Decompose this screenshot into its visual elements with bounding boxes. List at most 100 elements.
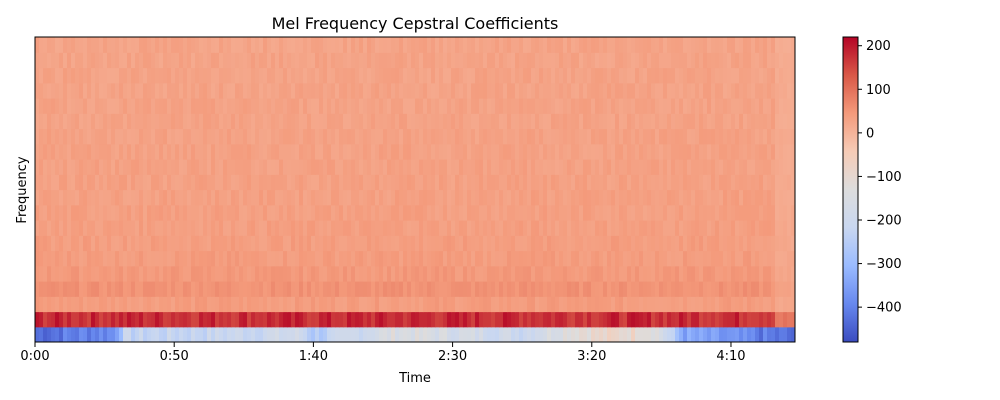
heatmap-cell [75, 235, 80, 252]
heatmap-cell [167, 82, 172, 99]
heatmap-cell [451, 143, 456, 160]
heatmap-cell [303, 265, 308, 282]
heatmap-cell [563, 189, 568, 206]
heatmap-cell [695, 265, 700, 282]
heatmap-cell [523, 235, 528, 252]
heatmap-cell [791, 326, 795, 342]
heatmap-cell [287, 311, 292, 328]
heatmap-cell [615, 220, 620, 236]
heatmap-cell [259, 174, 264, 191]
heatmap-cell [111, 220, 116, 236]
heatmap-cell [515, 235, 520, 252]
heatmap-cell [91, 220, 96, 236]
heatmap-cell [51, 113, 56, 130]
heatmap-cell [495, 174, 500, 191]
heatmap-cell [247, 98, 252, 114]
heatmap-cell [755, 174, 760, 191]
heatmap-cell [355, 204, 360, 221]
heatmap-cell [383, 204, 388, 221]
heatmap-cell [171, 159, 176, 175]
heatmap-cell [291, 52, 296, 69]
heatmap-cell [583, 189, 588, 206]
heatmap-cell [151, 311, 156, 328]
heatmap-cell [407, 220, 412, 236]
heatmap-cell [411, 189, 416, 206]
heatmap-cell [647, 296, 652, 313]
heatmap-cell [743, 296, 748, 313]
heatmap-cell [747, 52, 752, 69]
heatmap-cell [39, 204, 44, 221]
heatmap-cell [83, 250, 88, 267]
heatmap-cell [467, 265, 472, 282]
heatmap-cell [243, 37, 248, 53]
heatmap-cell [87, 82, 92, 99]
heatmap-cell [491, 311, 496, 328]
heatmap-cell [219, 113, 224, 130]
heatmap-cell [415, 220, 420, 236]
heatmap-cell [395, 98, 400, 114]
heatmap-cell [775, 281, 780, 297]
heatmap-cell [163, 235, 168, 252]
heatmap-cell [167, 281, 172, 297]
heatmap-cell [607, 82, 612, 99]
heatmap-cell [371, 281, 376, 297]
heatmap-cell [387, 113, 392, 130]
heatmap-cell [443, 265, 448, 282]
heatmap-cell [375, 174, 380, 191]
heatmap-cell [239, 82, 244, 99]
heatmap-cell [379, 204, 384, 221]
heatmap-cell [519, 52, 524, 69]
heatmap-cell [55, 250, 60, 267]
heatmap-cell [343, 37, 348, 53]
heatmap-cell [135, 235, 140, 252]
heatmap-cell [367, 37, 372, 53]
heatmap-cell [295, 281, 300, 297]
heatmap-cell [591, 82, 596, 99]
heatmap-cell [239, 204, 244, 221]
heatmap-cell [239, 281, 244, 297]
heatmap-cell [787, 250, 792, 267]
heatmap-cell [779, 113, 784, 130]
heatmap-cell [375, 159, 380, 175]
heatmap-cell [471, 67, 476, 84]
heatmap-cell [319, 143, 324, 160]
heatmap-cell [111, 174, 116, 191]
heatmap-cell [415, 204, 420, 221]
heatmap-cell [495, 296, 500, 313]
heatmap-cell [399, 37, 404, 53]
heatmap-cell [271, 98, 276, 114]
heatmap-cell [783, 204, 788, 221]
heatmap-cell [43, 326, 48, 342]
heatmap-cell [763, 128, 768, 145]
heatmap-cell [327, 250, 332, 267]
heatmap-cell [83, 174, 88, 191]
heatmap-cell [379, 159, 384, 175]
heatmap-cell [643, 67, 648, 84]
heatmap-cell [639, 326, 644, 342]
heatmap-cell [543, 52, 548, 69]
heatmap-cell [111, 128, 116, 145]
heatmap-cell [643, 250, 648, 267]
heatmap-cell [211, 326, 216, 342]
heatmap-cell [783, 250, 788, 267]
heatmap-cell [575, 250, 580, 267]
heatmap-cell [359, 82, 364, 99]
heatmap-cell [299, 143, 304, 160]
heatmap-cell [259, 98, 264, 114]
heatmap-cell [83, 311, 88, 328]
heatmap-cell [559, 67, 564, 84]
heatmap-cell [39, 326, 44, 342]
heatmap-cell [35, 37, 40, 53]
heatmap-cell [179, 220, 184, 236]
heatmap-cell [415, 189, 420, 206]
heatmap-cell [555, 189, 560, 206]
heatmap-cell [619, 265, 624, 282]
heatmap-cell [43, 204, 48, 221]
heatmap-cell [379, 52, 384, 69]
heatmap-cell [679, 281, 684, 297]
heatmap-cell [783, 37, 788, 53]
heatmap-cell [163, 281, 168, 297]
heatmap-cell [155, 235, 160, 252]
heatmap-cell [627, 67, 632, 84]
heatmap-cell [371, 250, 376, 267]
